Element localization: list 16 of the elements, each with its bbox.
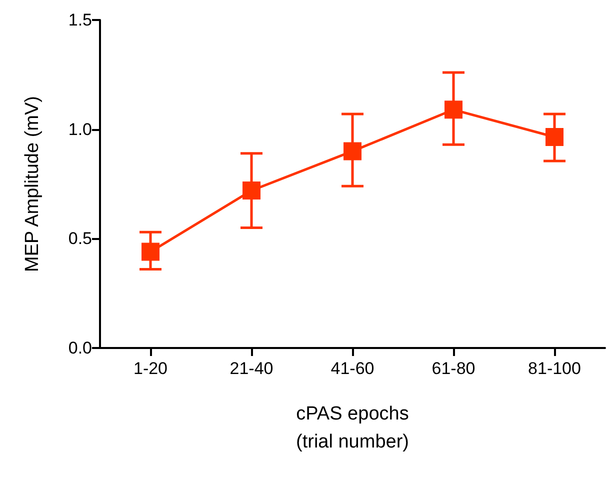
y-tick-label: 1.0 xyxy=(68,120,92,139)
point xyxy=(242,182,260,200)
x-tick-label: 1-20 xyxy=(133,359,168,378)
x-axis-title: cPAS epochs (trial number) xyxy=(296,404,409,452)
y-tick-label: 0.0 xyxy=(68,338,92,358)
point xyxy=(142,242,160,261)
x-tick-label: 21-40 xyxy=(230,359,274,378)
y-tick-label: 1.5 xyxy=(68,10,92,30)
point xyxy=(444,100,462,119)
x-tick-label: 41-60 xyxy=(330,359,374,378)
point xyxy=(344,142,362,160)
point xyxy=(546,128,564,146)
y-tick-label: 0.5 xyxy=(68,229,92,248)
x-tick-label: 81-100 xyxy=(528,359,581,378)
y-axis-title: MEP Amplitude (mV) xyxy=(22,96,43,272)
x-tick-label: 61-80 xyxy=(432,359,476,378)
